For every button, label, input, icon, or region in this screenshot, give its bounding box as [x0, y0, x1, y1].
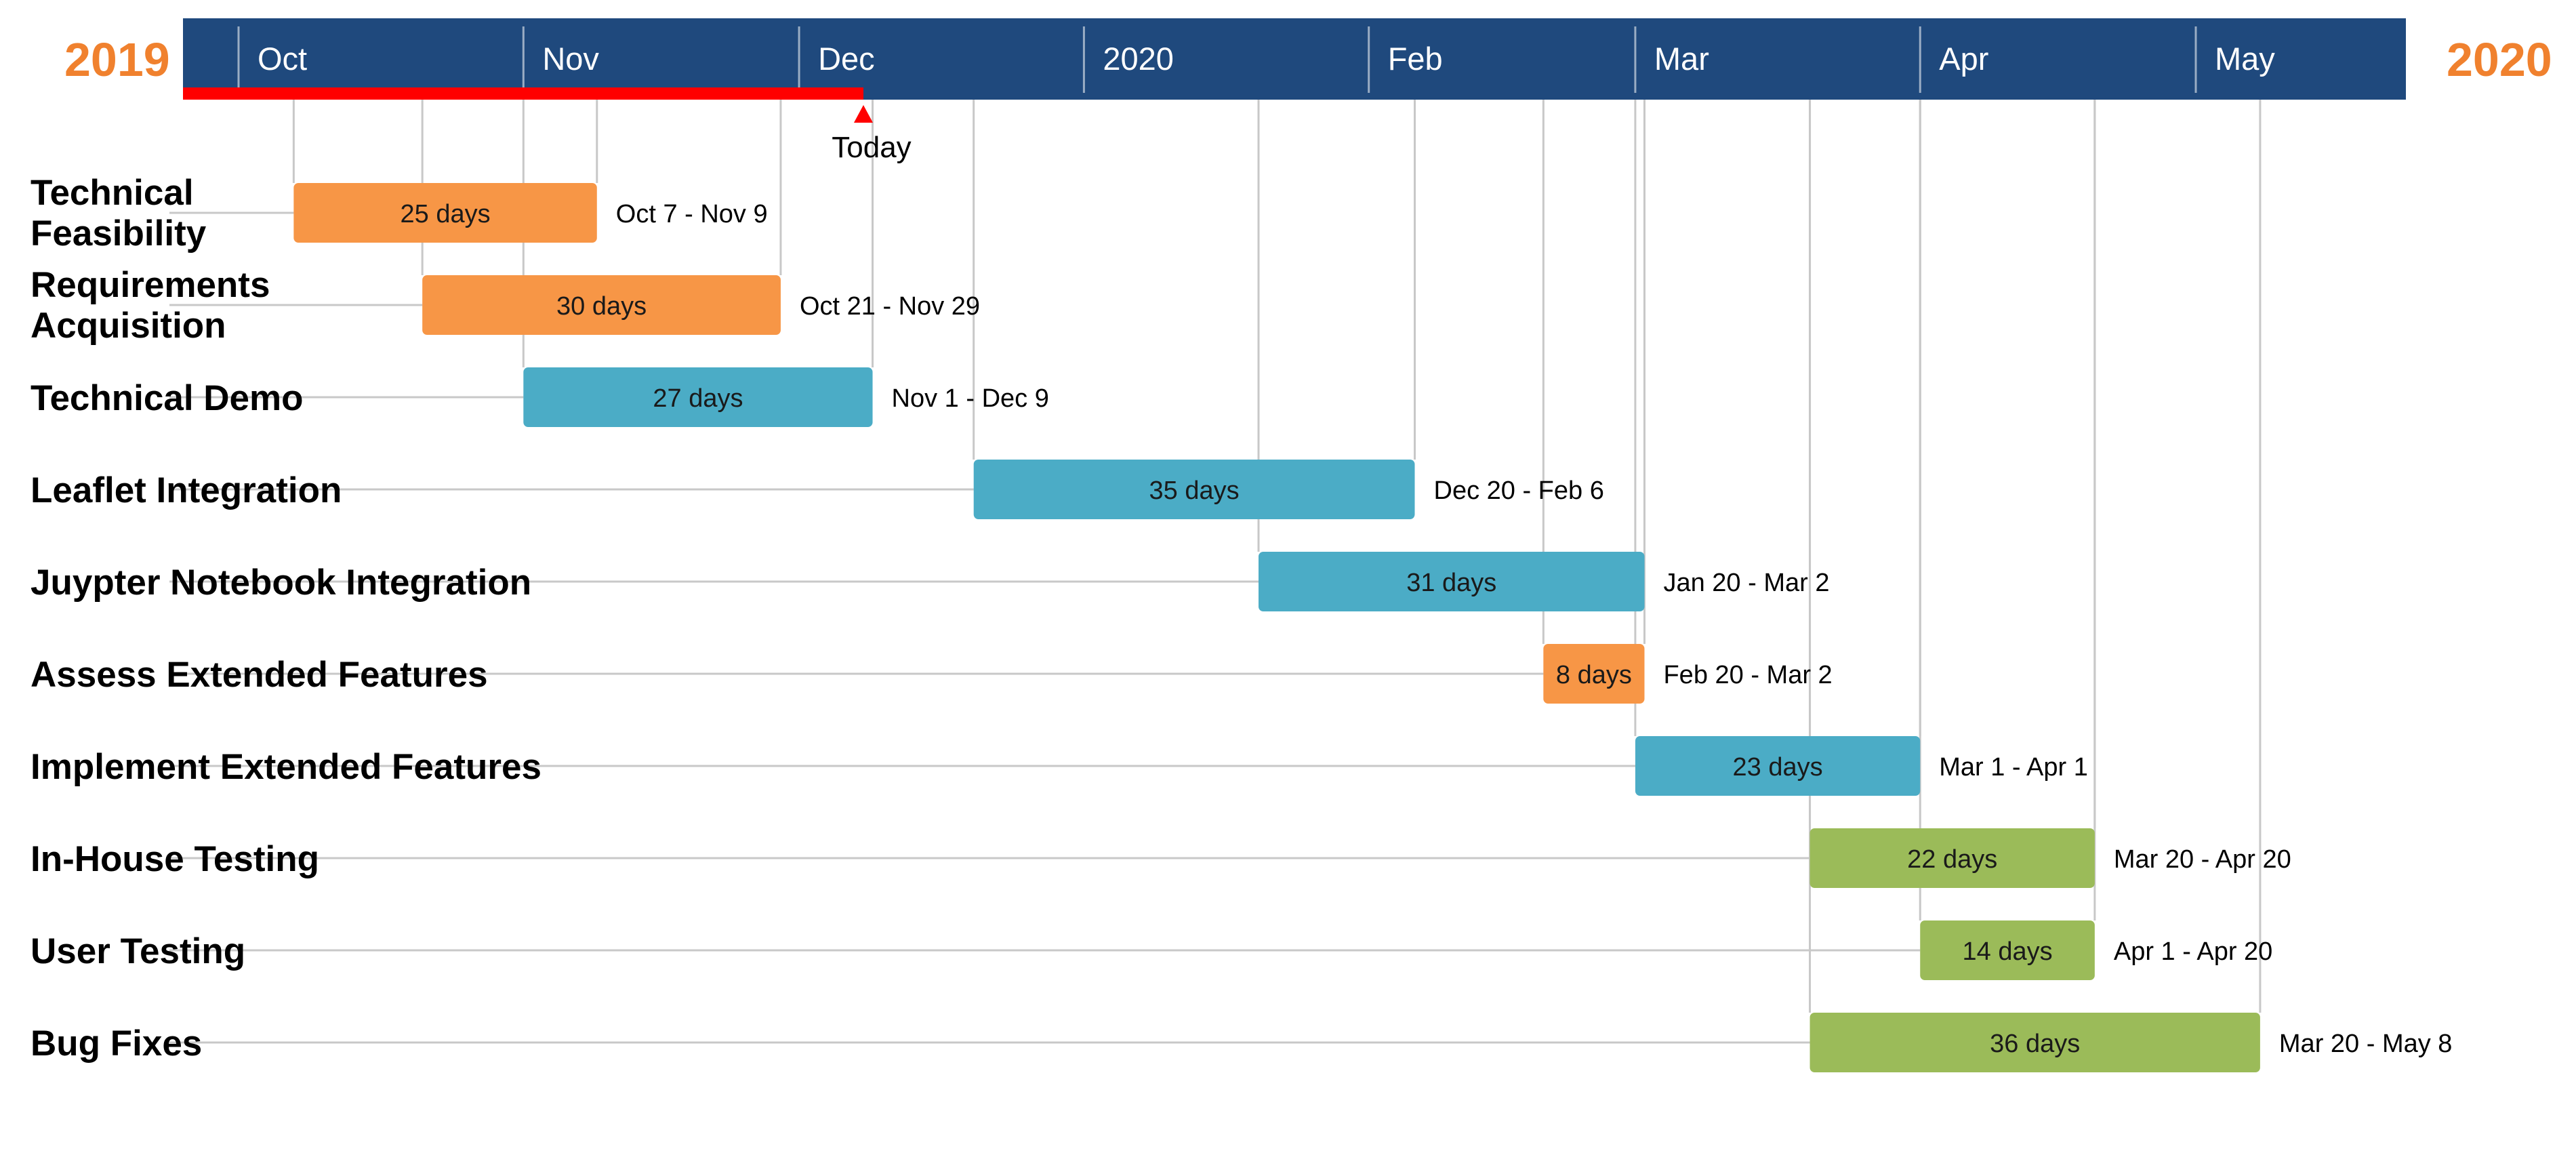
task-date-range-label: Jan 20 - Mar 2	[1663, 569, 1829, 597]
month-label-0: Oct	[258, 41, 307, 77]
task-date-range-label: Mar 1 - Apr 1	[1939, 753, 2088, 782]
task-name: Juypter Notebook Integration	[30, 563, 531, 603]
task-name: Implement Extended Features	[30, 747, 541, 787]
month-label-4: Feb	[1388, 41, 1443, 77]
task-row-4: Juypter Notebook Integration 31 days Jan 2…	[30, 552, 1829, 611]
task-date-range-label: Mar 20 - Apr 20	[2114, 845, 2291, 874]
task-date-range-label: Mar 20 - May 8	[2279, 1030, 2453, 1058]
task-bar	[1543, 644, 1645, 704]
task-name: Bug Fixes	[30, 1024, 202, 1064]
month-label-3: 2020	[1103, 41, 1174, 77]
month-label-6: Apr	[1939, 41, 1988, 77]
today-marker-icon	[853, 105, 873, 123]
task-duration-label: 27 days	[653, 384, 743, 413]
task-date-range-label: Feb 20 - Mar 2	[1663, 661, 1832, 689]
today-label: Today	[832, 131, 911, 164]
task-name-line-2: Acquisition	[30, 306, 226, 346]
task-name-line-1: Technical	[30, 173, 194, 213]
end-year-label: 2020	[2447, 33, 2552, 86]
month-label-7: May	[2215, 41, 2275, 77]
month-label-2: Dec	[818, 41, 875, 77]
task-date-range-label: Nov 1 - Dec 9	[892, 384, 1049, 413]
task-bar	[1920, 920, 2095, 980]
task-date-range-label: Dec 20 - Feb 6	[1434, 477, 1604, 505]
task-duration-label: 14 days	[1963, 937, 2053, 966]
task-date-range-label: Apr 1 - Apr 20	[2114, 937, 2272, 966]
timeline-header: Oct Nov Dec 2020 Feb Mar Apr May 2019 2020 Today	[64, 18, 2552, 164]
task-duration-label: 31 days	[1406, 569, 1496, 597]
task-row-3: Leaflet Integration 35 days Dec 20 - Feb 6	[30, 460, 1604, 519]
task-duration-label: 25 days	[401, 200, 491, 228]
month-label-5: Mar	[1654, 41, 1709, 77]
start-year-label: 2019	[64, 33, 170, 86]
task-bar	[973, 460, 1415, 519]
task-bar	[1810, 1013, 2260, 1072]
task-duration-label: 35 days	[1149, 477, 1240, 505]
elapsed-progress-bar	[183, 87, 863, 100]
task-row-8: User Testing 14 days Apr 1 - Apr 20	[30, 920, 2272, 980]
task-name: User Testing	[30, 931, 245, 971]
task-name-line-1: Requirements	[30, 265, 270, 305]
task-date-range-label: Oct 7 - Nov 9	[616, 200, 768, 228]
task-bar	[422, 275, 781, 335]
task-bar	[523, 367, 873, 427]
gridlines	[169, 100, 2262, 1044]
timeline-band	[183, 18, 2406, 100]
month-label-1: Nov	[542, 41, 599, 77]
task-row-6: Implement Extended Features 23 days Mar 1 …	[30, 736, 2088, 796]
task-row-9: Bug Fixes 36 days Mar 20 - May 8	[30, 1013, 2452, 1072]
task-bar	[1635, 736, 1921, 796]
task-row-7: In-House Testing 22 days Mar 20 - Apr 20	[30, 828, 2291, 888]
task-duration-label: 36 days	[1990, 1030, 2080, 1058]
task-row-5: Assess Extended Features 8 days Feb 20 - M…	[30, 644, 1833, 704]
task-date-range-label: Oct 21 - Nov 29	[800, 292, 980, 321]
task-bar	[293, 183, 597, 243]
task-name: Assess Extended Features	[30, 655, 488, 695]
task-name: In-House Testing	[30, 839, 319, 879]
task-bar	[1259, 552, 1645, 611]
task-duration-label: 8 days	[1556, 661, 1632, 689]
task-name: Leaflet Integration	[30, 470, 342, 510]
task-row-2: Technical Demo 27 days Nov 1 - Dec 9	[30, 367, 1049, 427]
task-name-line-2: Feasibility	[30, 214, 207, 254]
task-bar	[1810, 828, 2095, 888]
task-duration-label: 22 days	[1907, 845, 1997, 874]
task-duration-label: 30 days	[556, 292, 647, 321]
task-duration-label: 23 days	[1733, 753, 1823, 782]
task-name: Technical Demo	[30, 378, 304, 418]
